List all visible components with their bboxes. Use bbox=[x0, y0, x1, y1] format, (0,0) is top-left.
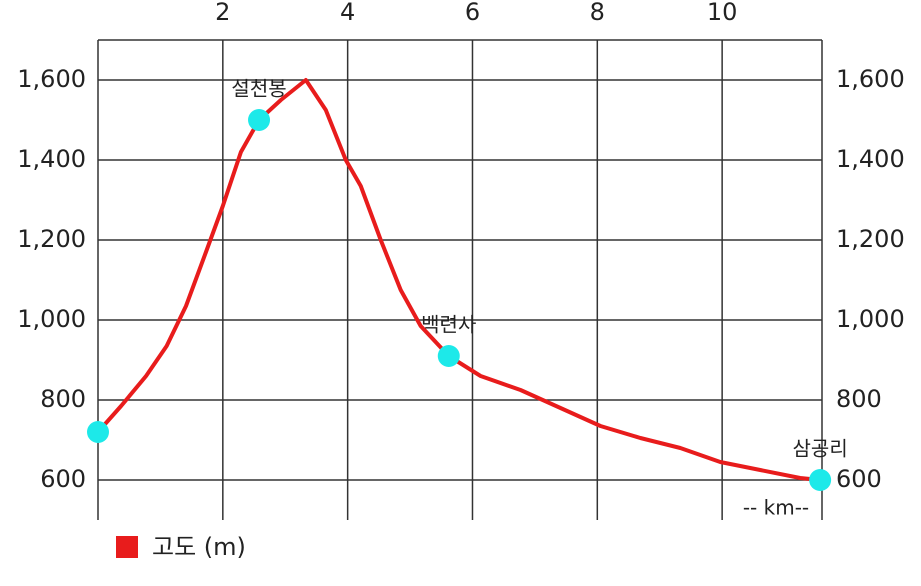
x-axis-label: -- km-- bbox=[743, 496, 809, 520]
x-tick-label: 8 bbox=[590, 0, 605, 26]
legend-label: 고도 (m) bbox=[152, 533, 246, 561]
waypoint-label: 삼공리 bbox=[793, 437, 848, 461]
y-tick-label: 1,400 bbox=[17, 145, 86, 173]
x-tick-label: 10 bbox=[707, 0, 738, 26]
y2-tick-label: 800 bbox=[836, 385, 882, 413]
y2-tick-label: 1,200 bbox=[836, 225, 905, 253]
elevation-line bbox=[96, 78, 821, 482]
y2-tick-label: 600 bbox=[836, 465, 882, 493]
y-tick-label: 1,200 bbox=[17, 225, 86, 253]
waypoint bbox=[437, 345, 460, 367]
y-tick-label: 1,000 bbox=[17, 305, 86, 333]
x-tick-label: 6 bbox=[465, 0, 480, 26]
waypoint-label: 백련사 bbox=[421, 313, 476, 337]
waypoint bbox=[248, 109, 271, 131]
x-tick-label: 2 bbox=[215, 0, 230, 26]
x-tick-label: 4 bbox=[340, 0, 355, 26]
waypoint-label: 설천봉 bbox=[231, 77, 286, 101]
y2-tick-label: 1,400 bbox=[836, 145, 905, 173]
legend-swatch bbox=[116, 536, 138, 558]
y2-tick-label: 1,600 bbox=[836, 65, 905, 93]
y-tick-label: 1,600 bbox=[17, 65, 86, 93]
y-tick-label: 800 bbox=[40, 385, 86, 413]
waypoint bbox=[809, 469, 832, 491]
y2-tick-label: 1,000 bbox=[836, 305, 905, 333]
y-tick-label: 600 bbox=[40, 465, 86, 493]
waypoint bbox=[87, 421, 109, 443]
